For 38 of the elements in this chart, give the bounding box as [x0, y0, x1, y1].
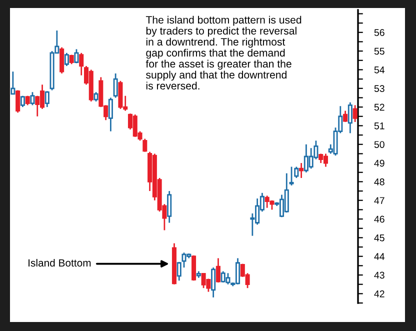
candlestick	[64, 52, 69, 67]
candlestick	[113, 72, 118, 98]
candlestick	[211, 266, 216, 298]
candlestick	[167, 190, 172, 224]
y-tick-label: 52	[374, 104, 384, 111]
y-tick-label: 56	[374, 29, 384, 36]
y-tick-label: 42	[374, 290, 384, 298]
candlestick	[176, 261, 182, 282]
candlestick	[352, 104, 358, 123]
y-tick-label: 45	[374, 234, 384, 242]
candlestick	[44, 90, 50, 108]
y-tick-label: 55	[374, 48, 384, 55]
candlestick	[289, 166, 294, 186]
candlestick	[10, 70, 16, 95]
candlestick	[74, 48, 79, 64]
candlestick	[216, 258, 220, 284]
y-tick-label: 46	[374, 216, 384, 223]
y-tick-label: 48	[374, 178, 384, 186]
candlestick	[79, 52, 84, 76]
y-tick-label: 54	[374, 66, 384, 74]
y-tick-label: 50	[374, 141, 384, 148]
candlestick	[299, 162, 304, 179]
y-tick-label: 43	[374, 272, 384, 279]
y-tick-label: 44	[374, 253, 384, 260]
candlestick	[108, 97, 113, 132]
candlestick	[30, 91, 35, 106]
y-tick-label: 49	[374, 160, 384, 167]
y-tick-label: 47	[374, 197, 384, 204]
candlestick	[94, 91, 98, 102]
candlestick	[60, 46, 64, 74]
candlestick	[294, 166, 299, 179]
candlestick	[348, 102, 352, 134]
annotation: The island bottom pattern is used by traders to predict the reversal in a downtrend. The rightmost gap confirms that the demand for the asset is greater than the supply and that the downtrend is reversed.	[146, 16, 302, 90]
candlestick	[16, 90, 20, 114]
annotation: Island Bottom	[28, 258, 91, 267]
candlestick	[343, 110, 348, 123]
y-tick-label: 53	[374, 85, 384, 92]
y-tick-label: 51	[374, 122, 384, 130]
